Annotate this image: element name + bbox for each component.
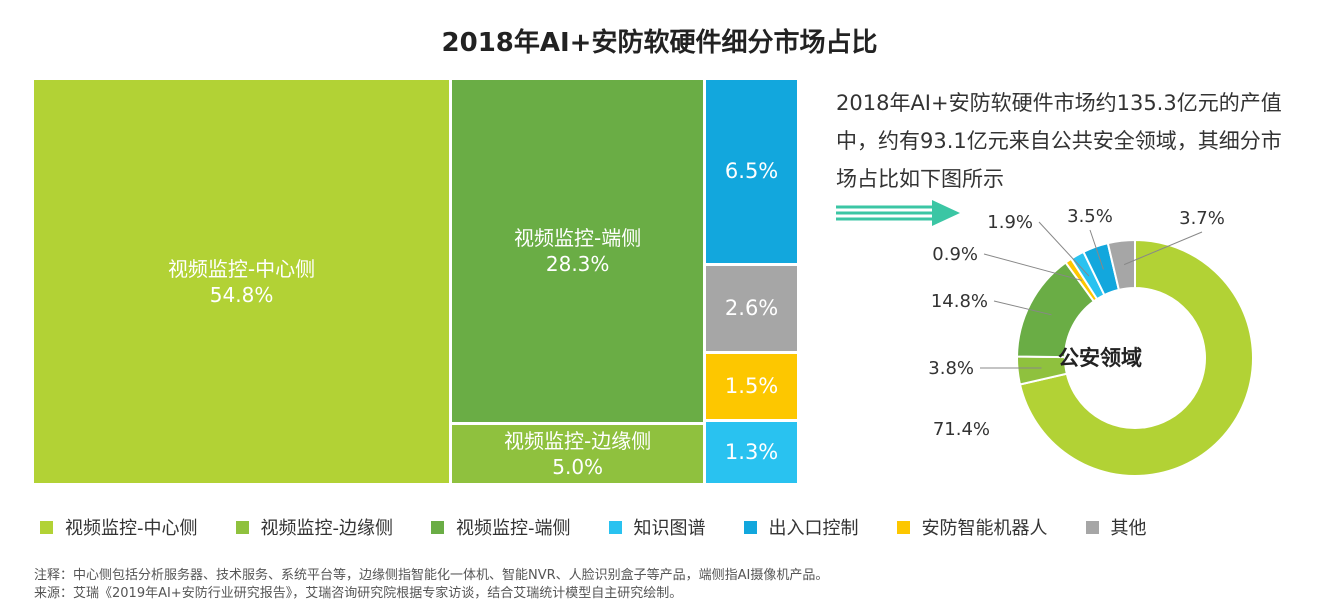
donut-data-label: 3.5% <box>1067 206 1113 227</box>
donut-leader-line <box>1089 229 1104 270</box>
footnote: 注释：中心侧包括分析服务器、技术服务、系统平台等，边缘侧指智能化一体机、智能NV… <box>34 568 829 583</box>
treemap-tile-value: 5.0% <box>552 455 604 479</box>
donut-chart: 71.4% 3.8% 14.8% 0.9% 1.9% 3.5% 3.7% 公安领域 <box>928 206 1254 477</box>
legend-item-robot: 安防智能机器人 <box>896 514 1048 540</box>
legend-item-other: 其他 <box>1085 514 1147 540</box>
arrow-icon <box>836 200 960 226</box>
treemap-tile-label: 视频监控-中心侧 <box>167 256 316 281</box>
treemap-tile-value: 2.6% <box>724 296 779 321</box>
donut-leader-line <box>1123 231 1203 266</box>
chart-legend: 视频监控-中心侧 视频监控-边缘侧 视频监控-端侧 知识图谱 出入口控制 安防智能机器人 其… <box>40 514 1185 540</box>
chart-title: 2018年AI+安防软硬件细分市场占比 <box>441 28 878 58</box>
legend-item-edge: 视频监控-边缘侧 <box>235 514 394 540</box>
treemap-tile-value: 1.3% <box>724 440 779 465</box>
donut-slice-center <box>1018 238 1254 477</box>
donut-data-label: 14.8% <box>931 291 988 312</box>
treemap-tile-center: 视频监控-中心侧 54.8% <box>34 80 450 483</box>
treemap-tile-end: 视频监控-端侧 28.3% <box>452 80 704 423</box>
source-note: 来源：艾瑞《2019年AI+安防行业研究报告》，艾瑞咨询研究院根据专家访谈，结合… <box>34 586 683 601</box>
legend-swatch <box>431 520 444 534</box>
legend-swatch <box>743 520 757 534</box>
legend-swatch <box>40 520 53 534</box>
legend-label: 知识图谱 <box>633 518 706 539</box>
treemap-tile-value: 28.3% <box>545 252 610 277</box>
legend-item-knowledge: 知识图谱 <box>608 514 706 540</box>
donut-data-label: 3.7% <box>1179 208 1225 229</box>
treemap-tile-value: 6.5% <box>724 159 779 184</box>
donut-leader-line <box>993 300 1052 316</box>
legend-label: 视频监控-端侧 <box>456 518 571 539</box>
legend-label: 视频监控-边缘侧 <box>260 518 394 539</box>
donut-center-label: 公安领域 <box>1058 346 1142 370</box>
donut-data-label: 1.9% <box>987 212 1033 233</box>
legend-label: 其他 <box>1110 518 1147 539</box>
legend-item-center: 视频监控-中心侧 <box>40 514 198 540</box>
treemap-tile-value: 54.8% <box>209 282 274 307</box>
donut-leader-line <box>983 253 1083 281</box>
treemap-tile-label: 视频监控-边缘侧 <box>504 429 652 453</box>
treemap-tile-edge: 视频监控-边缘侧 5.0% <box>452 425 704 483</box>
legend-label: 出入口控制 <box>768 518 859 539</box>
treemap-tile-knowledge: 1.3% <box>706 421 797 483</box>
legend-swatch <box>896 520 910 534</box>
legend-label: 安防智能机器人 <box>921 518 1048 539</box>
donut-slice-other <box>1106 238 1136 292</box>
chart-description: 2018年AI+安防软硬件市场约135.3亿元的产值中，约有93.1亿元来自公共… <box>836 91 1282 191</box>
donut-leader-line <box>1038 221 1090 277</box>
treemap-tile-value: 1.5% <box>724 374 779 399</box>
legend-label: 视频监控-中心侧 <box>65 518 198 539</box>
donut-data-label: 0.9% <box>932 244 978 265</box>
donut-data-label: 71.4% <box>933 419 990 440</box>
treemap-tile-label: 视频监控-端侧 <box>514 226 642 251</box>
treemap-tile-access: 6.5% <box>706 80 797 263</box>
legend-swatch <box>1085 520 1099 534</box>
treemap-tile-other: 2.6% <box>706 265 797 351</box>
treemap-tile-robot: 1.5% <box>706 353 797 419</box>
legend-swatch <box>608 520 622 534</box>
legend-swatch <box>235 520 249 534</box>
legend-item-end: 视频监控-端侧 <box>431 514 571 540</box>
donut-data-label: 3.8% <box>928 358 974 379</box>
legend-item-access: 出入口控制 <box>743 514 859 540</box>
